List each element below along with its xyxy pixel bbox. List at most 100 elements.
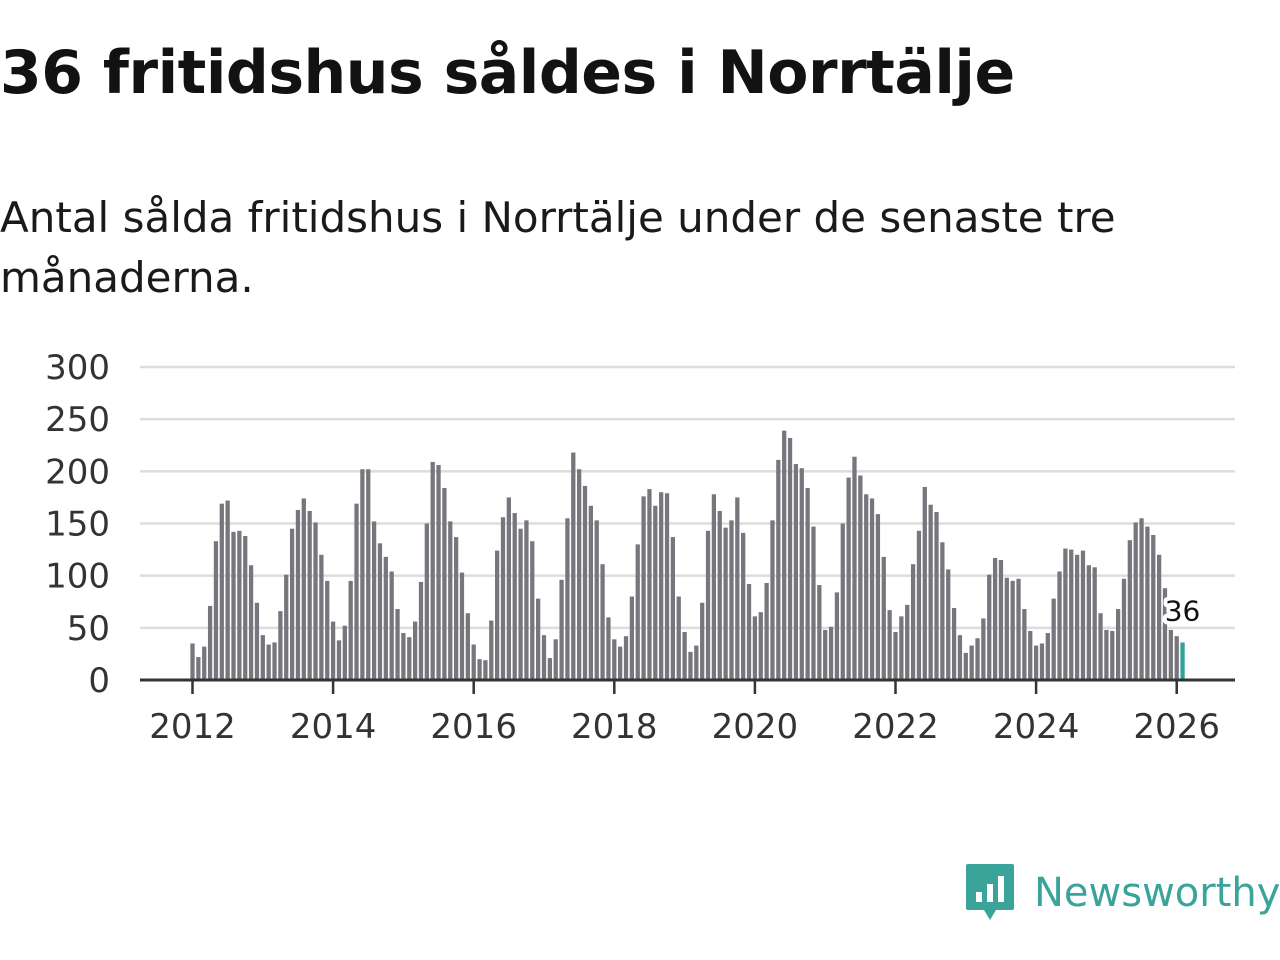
bar <box>963 652 968 680</box>
bar <box>770 520 775 680</box>
bar <box>793 464 799 680</box>
highlight-annotation: 36 <box>1161 590 1205 631</box>
bar <box>881 556 886 680</box>
bar <box>190 643 195 680</box>
bar <box>828 626 834 680</box>
bar <box>418 581 424 680</box>
bar <box>383 556 388 680</box>
bar <box>524 520 529 680</box>
x-tick-label: 2016 <box>430 707 517 747</box>
bar <box>243 536 248 680</box>
bar <box>459 572 465 680</box>
bar <box>869 498 875 680</box>
bar <box>424 523 429 680</box>
x-tick-label: 2012 <box>149 707 236 747</box>
bar <box>922 486 927 680</box>
bar <box>407 637 412 680</box>
bar <box>981 618 986 680</box>
bar <box>805 488 810 680</box>
bar <box>623 636 629 680</box>
bar <box>787 437 793 680</box>
bar <box>1022 609 1027 680</box>
bar <box>489 620 494 680</box>
bar <box>653 505 658 680</box>
bar <box>336 640 342 680</box>
bar <box>1162 588 1168 680</box>
bar <box>530 541 535 680</box>
brand: Newsworthy <box>964 862 1280 924</box>
bar <box>395 609 400 680</box>
bar <box>741 532 746 680</box>
x-axis-ticks: 2012 2014 2016 2018 2020 2022 2024 2026 <box>149 680 1220 747</box>
bar <box>547 658 552 680</box>
bar <box>799 468 804 680</box>
bar <box>289 528 295 680</box>
bar <box>1080 550 1086 680</box>
bar <box>231 531 236 680</box>
bar <box>565 518 570 680</box>
bar <box>1004 577 1009 680</box>
bar <box>272 642 277 680</box>
highlight-bar <box>1180 642 1185 680</box>
bar <box>957 635 963 680</box>
bar <box>301 498 306 680</box>
bar <box>776 459 781 680</box>
x-tick-label: 2024 <box>993 707 1080 747</box>
bar <box>213 541 219 680</box>
bar <box>1139 518 1144 680</box>
bar <box>448 521 453 680</box>
bar <box>987 574 992 680</box>
bar <box>618 646 623 680</box>
bar <box>278 611 283 680</box>
bar <box>992 557 998 680</box>
bar <box>928 504 933 680</box>
bar <box>940 542 945 680</box>
x-tick-label: 2014 <box>290 707 377 747</box>
bar <box>1151 534 1156 680</box>
bar <box>202 646 207 680</box>
bar <box>711 494 717 680</box>
bar <box>266 644 271 680</box>
brand-name: Newsworthy <box>1034 870 1280 916</box>
bar <box>582 485 588 680</box>
x-tick-label: 2026 <box>1133 707 1220 747</box>
bar <box>577 469 582 680</box>
bar <box>946 569 951 680</box>
bar <box>694 645 699 680</box>
bar <box>371 521 377 680</box>
bar <box>735 497 740 680</box>
bar <box>412 621 418 680</box>
bar <box>840 523 845 680</box>
bar <box>1115 609 1121 680</box>
bar <box>1168 629 1173 680</box>
bar <box>1063 548 1068 680</box>
bar <box>729 520 734 680</box>
y-tick-label: 250 <box>45 400 110 440</box>
bar <box>536 598 541 680</box>
bar <box>1033 645 1039 680</box>
bar <box>471 644 476 680</box>
bar <box>307 510 312 680</box>
bar <box>641 496 646 680</box>
bar <box>442 488 447 680</box>
bar <box>705 530 711 680</box>
chart-title: 36 fritidshus såldes i Norrtälje <box>0 38 1015 108</box>
bar <box>1016 578 1021 680</box>
bar <box>500 517 506 680</box>
bar <box>248 565 254 680</box>
x-tick-label: 2020 <box>712 707 799 747</box>
bar <box>934 512 939 680</box>
bar <box>483 660 488 680</box>
bar <box>594 520 599 680</box>
bar <box>811 526 816 680</box>
bar <box>207 605 213 680</box>
bar <box>319 554 324 680</box>
bar <box>477 659 482 680</box>
bar <box>846 477 851 680</box>
bar <box>1028 630 1033 680</box>
y-tick-label: 300 <box>45 348 110 388</box>
bar <box>454 537 459 680</box>
bar <box>506 497 511 680</box>
bar <box>746 584 752 680</box>
bar <box>260 635 265 680</box>
